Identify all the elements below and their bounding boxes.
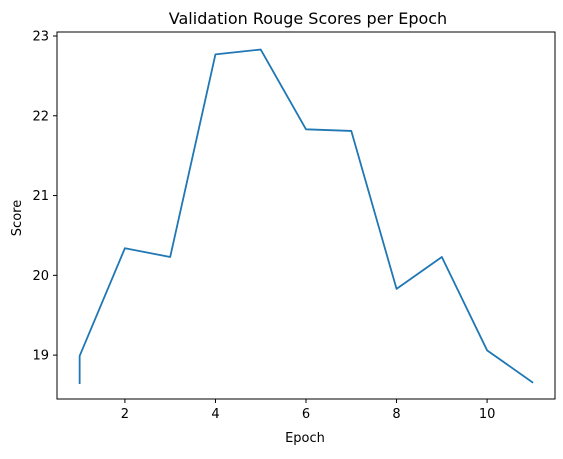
y-tick-label: 22 [32, 109, 49, 124]
x-tick-label: 2 [121, 407, 129, 422]
y-tick-label: 23 [32, 29, 49, 44]
chart-title: Validation Rouge Scores per Epoch [169, 9, 447, 28]
y-tick-label: 19 [32, 349, 49, 364]
x-axis-ticks: 2 4 6 8 10 [121, 399, 496, 422]
x-tick-label: 10 [479, 407, 496, 422]
x-tick-label: 8 [392, 407, 400, 422]
plot-frame [56, 31, 556, 400]
series-layer [78, 48, 534, 384]
x-axis-label: Epoch [285, 431, 325, 446]
series-line [78, 48, 534, 384]
x-tick-label: 6 [302, 407, 310, 422]
y-axis-ticks: 19 20 21 22 23 [32, 29, 57, 364]
x-tick-label: 4 [211, 407, 219, 422]
y-axis-label: Score [10, 200, 25, 236]
y-tick-label: 21 [32, 189, 49, 204]
y-tick-label: 20 [32, 269, 49, 284]
